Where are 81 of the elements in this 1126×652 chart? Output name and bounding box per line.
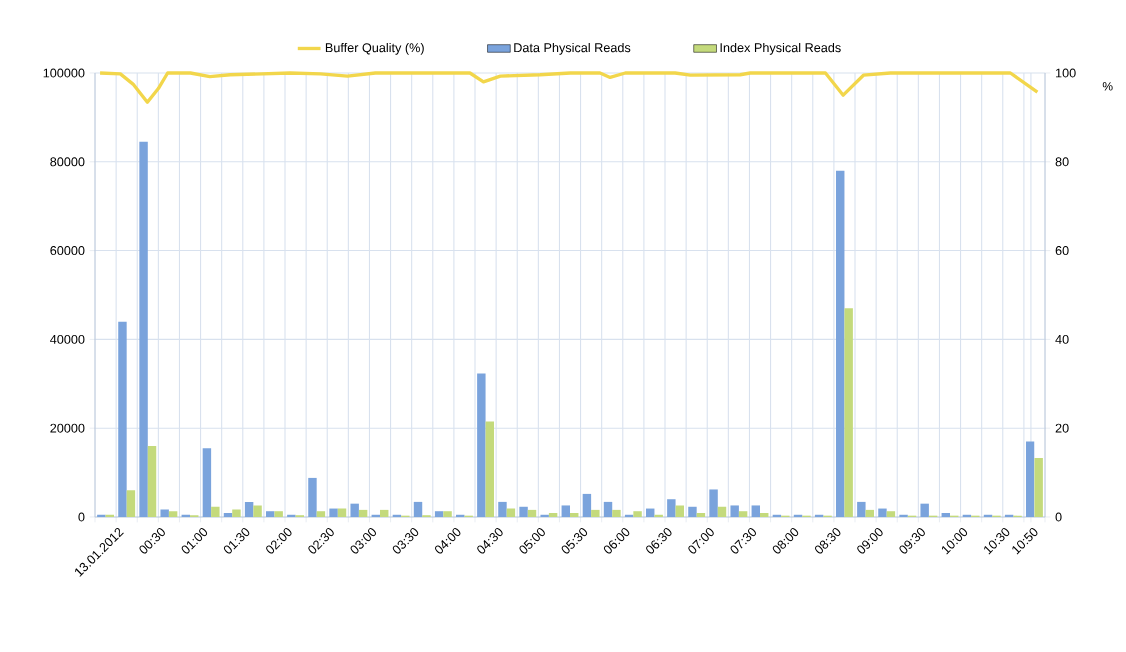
bar (920, 503, 929, 517)
bar (717, 506, 727, 517)
bar (941, 512, 951, 517)
bar (548, 512, 558, 517)
legend-label: Index Physical Reads (720, 42, 841, 55)
bar (1026, 441, 1035, 517)
legend-label: Data Physical Reads (514, 42, 631, 55)
bar (380, 509, 389, 517)
bar (168, 511, 178, 517)
bar (147, 445, 157, 517)
bar (899, 514, 908, 517)
bar (730, 505, 739, 517)
y-tick-label: 0 (78, 512, 85, 522)
bar (667, 499, 676, 517)
bar (232, 509, 241, 517)
bar (675, 505, 685, 517)
bar (316, 511, 326, 517)
bar (857, 501, 866, 517)
bar (865, 509, 875, 517)
bar (709, 489, 718, 517)
bar (337, 508, 347, 517)
bar (527, 509, 537, 517)
line-series (98, 71, 1040, 104)
y2-axis-title: % (1102, 82, 1113, 91)
y-tick-label: 80000 (50, 157, 85, 167)
bar (751, 505, 761, 517)
bar (646, 508, 655, 517)
y-tick-label: 20000 (50, 423, 85, 433)
y2-tick-label: 20 (1055, 423, 1069, 433)
bar (118, 321, 127, 517)
bar (519, 506, 528, 517)
bar (886, 511, 896, 517)
bar (696, 512, 706, 517)
bar (202, 448, 212, 517)
bar (329, 508, 338, 517)
y-tick-label: 60000 (50, 246, 85, 256)
y-tick-label: 40000 (50, 334, 85, 344)
bar (603, 501, 613, 517)
bar (688, 506, 697, 517)
bar (1034, 457, 1043, 517)
bar (844, 308, 853, 517)
bar (485, 421, 495, 517)
bar (561, 505, 571, 517)
bar (413, 501, 423, 517)
y2-tick-label: 80 (1055, 157, 1069, 167)
bar (836, 170, 845, 517)
bar (287, 514, 296, 517)
bar (97, 514, 106, 517)
bar (244, 501, 254, 517)
bar (126, 490, 136, 517)
bar (878, 508, 887, 517)
bar (434, 511, 444, 517)
bar (738, 511, 748, 517)
bar (633, 511, 642, 517)
bar (760, 512, 769, 517)
bar (253, 505, 262, 517)
bar (160, 509, 169, 517)
bar (498, 501, 507, 517)
bar (506, 508, 516, 517)
bar (570, 512, 579, 517)
bar (443, 511, 452, 517)
legend-label: Buffer Quality (%) (325, 42, 424, 55)
bar (582, 493, 592, 517)
bar (591, 509, 600, 517)
y2-tick-label: 60 (1055, 246, 1069, 256)
bar (308, 477, 317, 517)
bar (223, 512, 233, 517)
y2-tick-label: 0 (1055, 512, 1062, 522)
bar (358, 509, 368, 517)
y2-tick-label: 100 (1056, 68, 1076, 78)
bar (139, 141, 148, 517)
bar (477, 373, 486, 517)
bar (540, 514, 549, 517)
y2-tick-label: 40 (1055, 334, 1069, 344)
bar (612, 509, 621, 517)
bar (350, 503, 359, 517)
y-tick-label: 100000 (43, 68, 85, 78)
bar (274, 511, 283, 517)
bar (654, 514, 663, 517)
bar (266, 511, 275, 517)
bar (211, 506, 220, 517)
